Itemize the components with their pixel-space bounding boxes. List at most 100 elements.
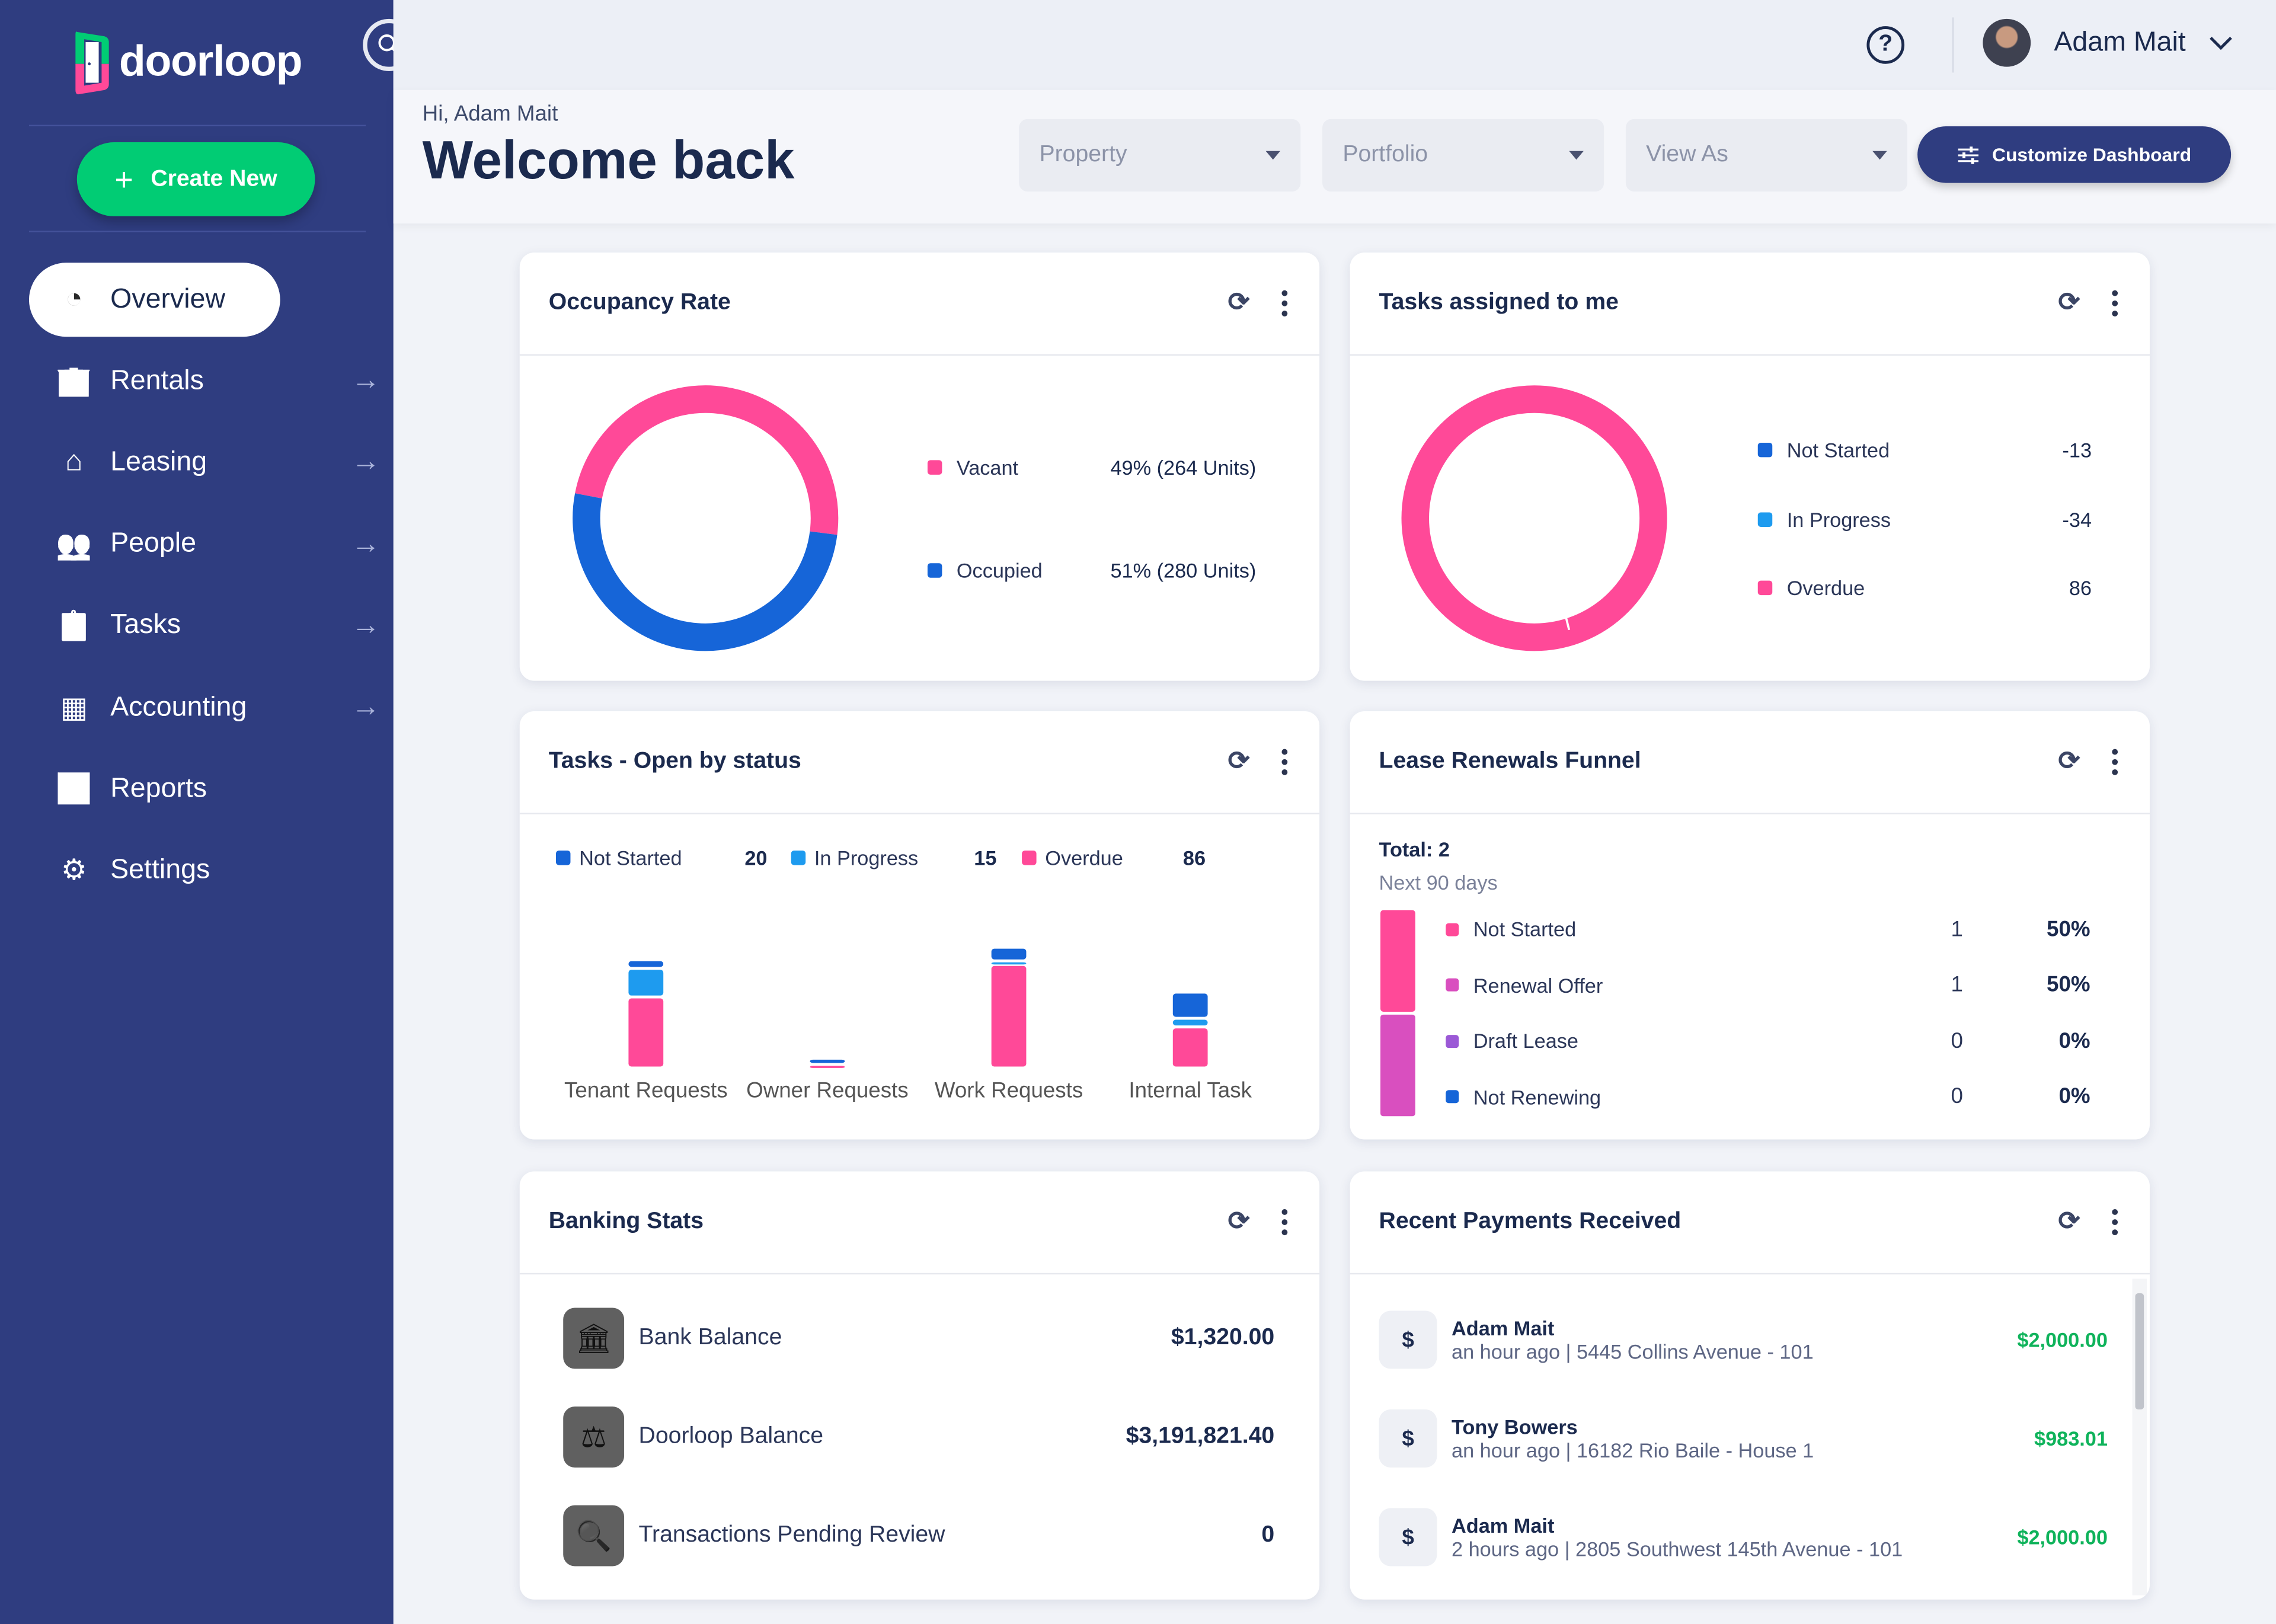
- funnel-percent: 0%: [2058, 1028, 2090, 1053]
- create-new-button[interactable]: + Create New: [76, 142, 315, 216]
- bar-work-requests-not-started[interactable]: [991, 948, 1027, 960]
- more-options-icon[interactable]: [2112, 289, 2118, 316]
- refresh-icon[interactable]: ⟳: [2058, 746, 2080, 775]
- card-title: Tasks - Open by status: [548, 749, 801, 774]
- sidebar-item-people[interactable]: 👥 People →: [29, 507, 392, 581]
- legend-swatch: [555, 851, 571, 865]
- caret-down-icon: [1569, 151, 1584, 160]
- funnel-percent: 0%: [2058, 1084, 2090, 1110]
- refresh-icon[interactable]: ⟳: [1227, 1206, 1250, 1236]
- funnel-bar-not-started: [1380, 910, 1415, 1012]
- legend-swatch: [1446, 1090, 1459, 1104]
- arrow-right-icon: →: [351, 528, 381, 560]
- donut-slice-occupied[interactable]: [573, 493, 837, 651]
- select-placeholder: View As: [1646, 142, 1728, 167]
- sidebar-item-settings[interactable]: ⚙ Settings: [29, 834, 392, 908]
- donut-slice-vacant[interactable]: [575, 385, 839, 535]
- funnel-count: 0: [1951, 1084, 1963, 1110]
- payment-row[interactable]: $ Adam Mait 2 hours ago | 2805 Southwest 1…: [1379, 1505, 2108, 1569]
- view-as-select[interactable]: View As: [1625, 119, 1907, 192]
- legend-value: 15: [974, 846, 997, 869]
- help-icon[interactable]: ?: [1866, 26, 1905, 64]
- occupied-value: 51% (280 Units): [1110, 558, 1257, 583]
- bar-work-requests-overdue[interactable]: [991, 966, 1027, 1067]
- bar-internal-task-not-started[interactable]: [1172, 993, 1208, 1017]
- funnel-label: Not Renewing: [1473, 1085, 1601, 1108]
- more-options-icon[interactable]: [1281, 748, 1288, 775]
- divider: [28, 231, 366, 232]
- stat-label: Doorloop Balance: [638, 1424, 824, 1449]
- logo[interactable]: doorloop: [72, 29, 303, 96]
- bar-owner-requests-overdue[interactable]: [810, 1066, 845, 1068]
- property-select[interactable]: Property: [1019, 119, 1301, 192]
- lease-renewals-funnel-card: Lease Renewals Funnel ⟳ Total: 2 Next 90 …: [1350, 711, 2150, 1140]
- house-icon: ⌂: [65, 446, 83, 478]
- bar-tenant-requests-overdue[interactable]: [628, 998, 664, 1067]
- card-title: Banking Stats: [548, 1209, 704, 1234]
- legend-vacant: Vacant: [927, 456, 1018, 479]
- refresh-icon[interactable]: ⟳: [1227, 746, 1250, 775]
- scale-icon: ⚖: [563, 1406, 625, 1468]
- building-icon: 🏢: [56, 366, 92, 398]
- legend-label: Occupied: [956, 558, 1043, 583]
- portfolio-select[interactable]: Portfolio: [1322, 119, 1604, 192]
- sidebar-item-leasing[interactable]: ⌂ Leasing →: [29, 426, 392, 500]
- more-options-icon[interactable]: [1281, 1208, 1288, 1235]
- sidebar-item-reports[interactable]: 📊 Reports: [29, 752, 392, 826]
- banking-stats-card: Banking Stats ⟳ 🏛 Bank Balance $1,320.00 ⚖ D…: [519, 1171, 1320, 1600]
- card-title: Lease Renewals Funnel: [1379, 749, 1641, 774]
- x-tick-label: Tenant Requests: [564, 1078, 728, 1102]
- gear-icon: ⚙: [60, 855, 87, 888]
- bar-tenant-requests-in-progress[interactable]: [628, 970, 664, 996]
- refresh-icon[interactable]: ⟳: [1227, 287, 1250, 317]
- legend-value: 86: [2069, 576, 2092, 600]
- sidebar-item-tasks[interactable]: 📋 Tasks →: [29, 589, 392, 663]
- bar-work-requests-in-progress[interactable]: [991, 962, 1027, 965]
- sidebar: doorloop + Create New ◔ Overview 🏢 Rentals → ⌂…: [0, 0, 394, 1624]
- bar-owner-requests-not-started[interactable]: [810, 1059, 845, 1063]
- customize-dashboard-button[interactable]: Customize Dashboard: [1917, 126, 2232, 183]
- legend-label: In Progress: [1786, 507, 1891, 531]
- more-options-icon[interactable]: [1281, 289, 1288, 316]
- scrollbar-thumb[interactable]: [2135, 1293, 2144, 1409]
- legend-item: Overdue: [1022, 846, 1123, 869]
- legend-swatch: [1757, 512, 1773, 526]
- payment-row[interactable]: $ Tony Bowers an hour ago | 16182 Rio Bail…: [1379, 1406, 2108, 1470]
- bar-internal-task-overdue[interactable]: [1172, 1028, 1208, 1067]
- sidebar-item-overview[interactable]: ◔ Overview: [28, 263, 280, 337]
- sliders-icon: [1958, 146, 1979, 164]
- pie-chart-icon: ◔: [65, 283, 83, 315]
- arrow-right-icon: →: [351, 365, 381, 397]
- bank-stat-row[interactable]: ⚖ Doorloop Balance $3,191,821.40: [563, 1406, 1274, 1468]
- sidebar-item-accounting[interactable]: ▦ Accounting →: [29, 670, 392, 744]
- more-options-icon[interactable]: [2112, 748, 2118, 775]
- vacant-value: 49% (264 Units): [1110, 455, 1257, 479]
- bar-tenant-requests-not-started[interactable]: [628, 961, 664, 967]
- donut-slice-overdue: [1401, 385, 1667, 651]
- card-title: Recent Payments Received: [1379, 1209, 1682, 1234]
- door-logo-icon: [75, 31, 109, 95]
- legend-label: Overdue: [1786, 576, 1865, 600]
- hand-money-icon: $: [1379, 1409, 1437, 1468]
- more-options-icon[interactable]: [2112, 1208, 2118, 1235]
- user-name: Adam Mait: [2054, 27, 2186, 57]
- payment-row[interactable]: $ Adam Mait an hour ago | 5445 Collins Ave…: [1379, 1308, 2108, 1372]
- scrollbar[interactable]: [2132, 1278, 2147, 1596]
- funnel-period: Next 90 days: [1379, 871, 1498, 894]
- bank-stat-row[interactable]: 🔍 Transactions Pending Review 0: [563, 1505, 1274, 1567]
- sidebar-item-rentals[interactable]: 🏢 Rentals →: [29, 344, 392, 418]
- donut-separator: [1562, 606, 1571, 631]
- arrow-right-icon: →: [351, 690, 381, 723]
- funnel-count: 1: [1951, 916, 1963, 942]
- bank-stat-row[interactable]: 🏛 Bank Balance $1,320.00: [563, 1307, 1274, 1369]
- bar-internal-task-in-progress[interactable]: [1172, 1019, 1208, 1026]
- payment-details: an hour ago | 16182 Rio Baile - House 1: [1452, 1438, 1814, 1462]
- refresh-icon[interactable]: ⟳: [2058, 1206, 2080, 1236]
- tasks-status-bar-chart: Tenant Requests Owner Requests Work Reques…: [564, 948, 1252, 1102]
- clipboard-icon: 📋: [56, 610, 92, 643]
- funnel-bar-renewal-offer: [1380, 1014, 1415, 1117]
- user-menu[interactable]: Adam Mait: [1983, 18, 2232, 67]
- refresh-icon[interactable]: ⟳: [2058, 287, 2080, 317]
- payment-amount: $983.01: [2034, 1427, 2108, 1450]
- legend-swatch: [1757, 442, 1773, 458]
